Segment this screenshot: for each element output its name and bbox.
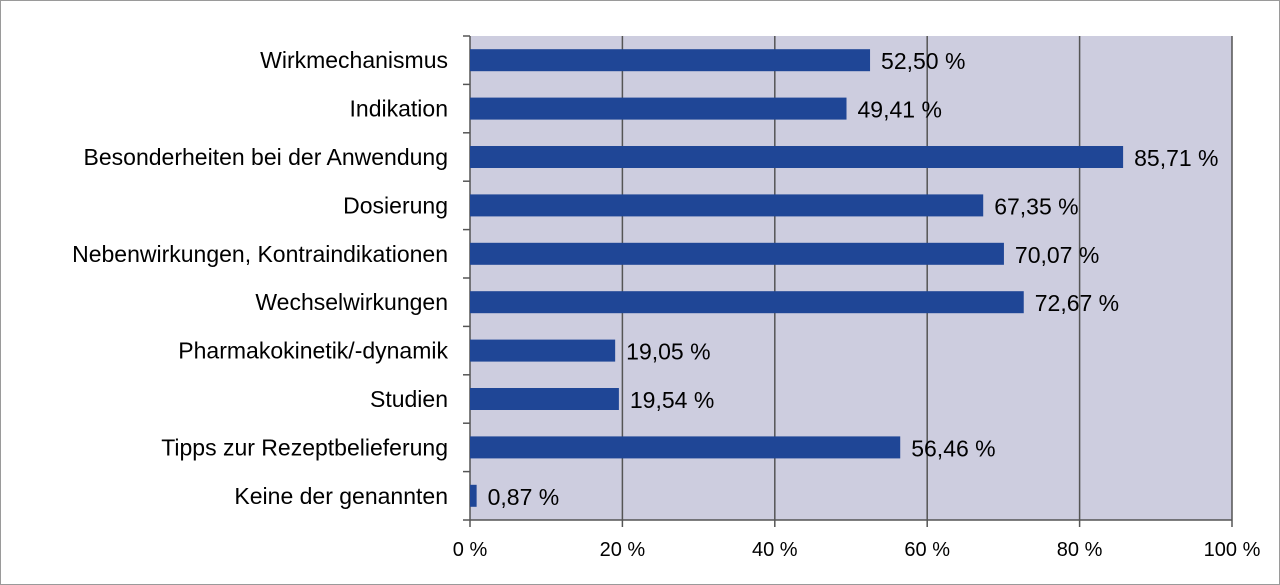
bar [470, 388, 619, 410]
category-label: Wirkmechanismus [260, 47, 448, 73]
data-label: 19,05 % [626, 339, 710, 365]
data-label: 49,41 % [858, 97, 942, 123]
bar [470, 291, 1024, 314]
bar [470, 97, 847, 120]
data-label: 0,87 % [488, 484, 560, 510]
category-label: Besonderheiten bei der Anwendung [84, 144, 448, 170]
category-label: Nebenwirkungen, Kontraindikationen [72, 241, 448, 267]
bar [470, 436, 901, 459]
category-label: Wechselwirkungen [255, 289, 448, 315]
category-label: Dosierung [343, 192, 448, 218]
x-tick-label: 100 % [1204, 539, 1261, 561]
x-tick-label: 40 % [752, 539, 798, 561]
bar [470, 146, 1124, 168]
category-label: Indikation [350, 96, 448, 122]
x-tick-label: 20 % [600, 539, 646, 561]
data-label: 70,07 % [1015, 242, 1099, 268]
category-label: Studien [370, 386, 448, 412]
category-label: Tipps zur Rezeptbelieferung [161, 434, 448, 460]
data-label: 85,71 % [1134, 145, 1218, 171]
bar [470, 242, 1004, 265]
x-tick-label: 80 % [1057, 539, 1103, 561]
bar [470, 339, 616, 362]
data-label: 72,67 % [1035, 290, 1119, 316]
bar [470, 484, 477, 507]
bar [470, 49, 871, 72]
x-tick-label: 0 % [453, 539, 488, 561]
x-tick-label: 60 % [904, 539, 950, 561]
data-label: 67,35 % [994, 193, 1078, 219]
data-label: 19,54 % [630, 387, 714, 413]
data-label: 52,50 % [881, 48, 965, 74]
category-label: Keine der genannten [234, 483, 448, 509]
data-label: 56,46 % [911, 435, 995, 461]
category-label: Pharmakokinetik/-dynamik [178, 338, 448, 364]
bar [470, 194, 984, 217]
